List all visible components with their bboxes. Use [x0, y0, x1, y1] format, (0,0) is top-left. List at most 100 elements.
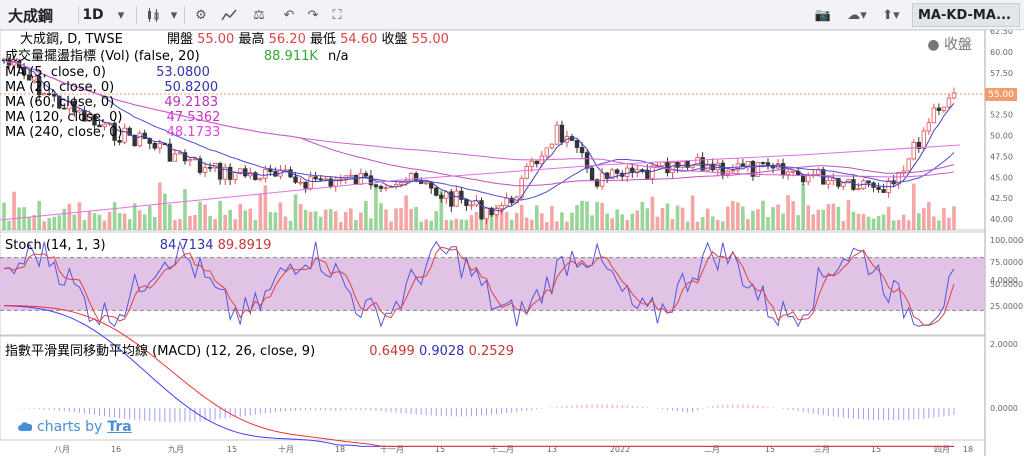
volume-bar — [565, 221, 569, 230]
indicators-icon[interactable] — [218, 3, 240, 27]
candle-body — [42, 93, 47, 96]
ma20-legend[interactable]: MA (20, close, 0) 50.8200 — [5, 80, 219, 95]
compare-icon[interactable]: ⚖ — [253, 7, 265, 23]
gear-icon[interactable]: ⚙ — [195, 7, 207, 23]
volume-bar — [318, 216, 323, 230]
ma120-line — [3, 59, 955, 178]
candle-body — [599, 172, 605, 187]
volume-bar — [509, 219, 514, 230]
close-value: 55.00 — [411, 32, 449, 47]
volume-bar — [188, 215, 192, 230]
redo-icon[interactable]: ↷ — [307, 7, 319, 23]
volume-bar — [896, 219, 901, 230]
volume-bar — [469, 215, 474, 230]
volume-bar — [183, 189, 187, 230]
time-tick-label: 2022 — [610, 445, 630, 454]
time-tick-label: 四月 — [934, 445, 950, 454]
volume-bar — [886, 206, 891, 230]
candle-body — [806, 175, 811, 183]
time-tick-label: 十月 — [278, 444, 294, 454]
main-chart[interactable]: 62.50 60.00 57.50 55.00 52.50 50.00 47.50 45.00… — [0, 30, 1024, 456]
candle-body — [625, 167, 630, 177]
volume-bar — [459, 219, 464, 230]
candle-body — [413, 173, 419, 182]
undo-icon[interactable]: ↶ — [283, 7, 295, 23]
volume-bar — [947, 217, 951, 230]
ma120-legend[interactable]: MA (120, close, 0) 47.5362 — [5, 110, 221, 125]
volume-bar — [474, 211, 479, 230]
volume-bar — [731, 201, 735, 230]
candle-body — [745, 160, 751, 167]
volume-bar — [801, 183, 805, 230]
macd-legend[interactable]: 指數平滑異同移動平均線 (MACD) (12, 26, close, 9) 0.… — [5, 344, 515, 359]
fullscreen-icon[interactable]: ⛶ — [332, 7, 342, 23]
ma60-legend[interactable]: MA (60, close, 0) 49.2183 — [5, 95, 219, 110]
candles-icon[interactable] — [142, 3, 164, 27]
candle-body — [866, 180, 871, 184]
volume-bar — [952, 206, 956, 230]
volume-bar — [343, 211, 348, 230]
volume-bar — [766, 216, 770, 230]
candle-body — [730, 169, 736, 172]
volume-bar — [308, 211, 313, 230]
charts-watermark[interactable]: charts by Tra — [18, 419, 132, 435]
volume-bar — [700, 217, 705, 230]
top-toolbar: 大成鋼 1D ▾ ▾ ⚙ ⚖ ↶ ↷ ⛶ 📷 ☁▾ ⬆▾ MA-KD-MA... — [0, 0, 1024, 30]
upload-cloud-icon[interactable]: ⬆▾ — [882, 7, 900, 23]
stoch-legend[interactable]: Stoch (14, 1, 3) 84.7134 89.8919 — [5, 238, 272, 253]
time-tick-label: 二月 — [704, 445, 720, 454]
volume-bar — [253, 220, 258, 230]
volume-bar — [414, 207, 418, 230]
volume-bar — [7, 220, 11, 230]
camera-icon[interactable]: 📷 — [814, 7, 832, 23]
candle-body — [293, 176, 298, 183]
volume-bar — [158, 182, 162, 230]
volume-bar — [223, 214, 227, 230]
candle-body — [87, 114, 92, 122]
volume-bar — [826, 204, 831, 230]
candle-body — [559, 124, 565, 143]
volume-bar — [821, 209, 826, 230]
candle-body — [373, 184, 379, 187]
candle-body — [494, 208, 499, 216]
candle-body — [408, 173, 414, 182]
candle-body — [640, 169, 645, 172]
volume-bar — [690, 195, 695, 230]
candle-body — [705, 163, 710, 171]
candle-body — [263, 169, 268, 179]
chart-type-dropdown-icon[interactable]: ▾ — [170, 7, 178, 23]
candle-body — [459, 190, 464, 200]
candle-body — [951, 92, 957, 99]
volume-bar — [771, 207, 775, 230]
volume-bar — [761, 200, 765, 230]
candle-body — [836, 177, 841, 187]
symbol-selector[interactable]: 大成鋼 — [8, 6, 54, 25]
interval-selector[interactable]: 1D — [82, 7, 104, 23]
candle-body — [881, 189, 886, 193]
volume-bar — [776, 204, 780, 230]
volume-bar — [796, 215, 800, 230]
volume-bar — [173, 220, 177, 230]
cloud-icon[interactable]: ☁▾ — [847, 7, 867, 23]
volume-bar — [725, 206, 730, 230]
ma240-legend[interactable]: MA (240, close, 0) 48.1733 — [5, 125, 221, 140]
volume-bar — [816, 209, 821, 230]
volume-bar — [228, 209, 232, 230]
candle-body — [36, 76, 42, 96]
volume-bar — [389, 221, 393, 230]
volume-bar — [555, 221, 559, 230]
candle-body — [313, 176, 318, 180]
candle-body — [574, 140, 580, 148]
candle-body — [21, 66, 27, 76]
candle-body — [670, 161, 675, 174]
volume-bar — [132, 203, 137, 230]
interval-dropdown-icon[interactable]: ▾ — [117, 7, 125, 23]
volume-bar — [911, 183, 916, 230]
ma5-legend[interactable]: MA (5, close, 0) 53.0800 — [5, 65, 210, 80]
volume-bar — [665, 203, 670, 230]
candle-body — [353, 174, 359, 185]
volume-legend[interactable]: 成交量擺盪指標 (Vol) (false, 20) 88.911K n/a — [5, 49, 349, 64]
layout-template-selector[interactable]: MA-KD-MA... — [912, 3, 1020, 27]
volume-bar — [916, 213, 921, 230]
macd-tick-label: 2.0000 — [990, 340, 1018, 349]
